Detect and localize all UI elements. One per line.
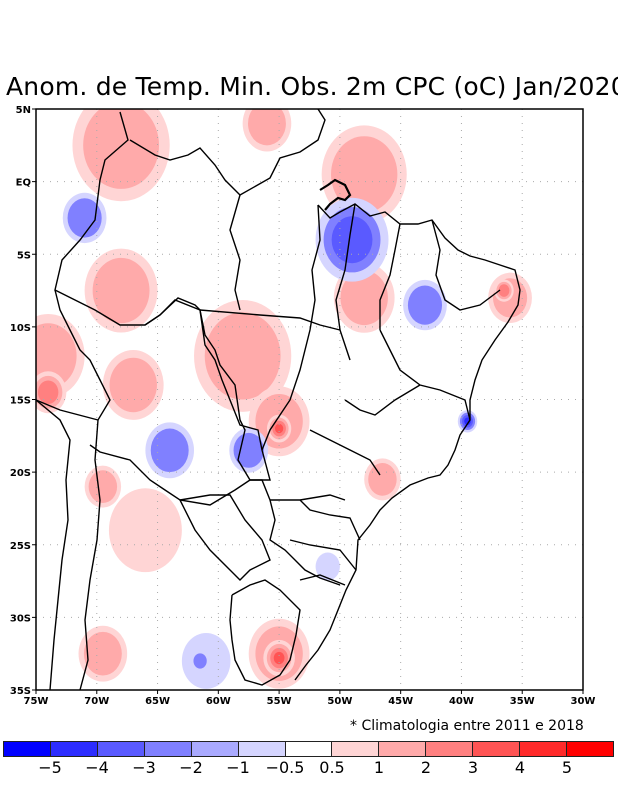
- colorbar-label: −1: [226, 758, 250, 777]
- y-tick-label: EQ: [16, 178, 31, 189]
- y-tick-label: 30S: [10, 613, 31, 624]
- brazil-coast: [294, 203, 521, 681]
- y-tick-label: 35S: [10, 686, 31, 697]
- x-tick-label: 65W: [145, 696, 170, 707]
- colorbar-swatch: [238, 742, 286, 756]
- anomaly-patch: [247, 109, 286, 146]
- y-tick-label: 10S: [10, 323, 31, 334]
- anomaly-patch: [498, 284, 510, 297]
- y-tick-label: 25S: [10, 541, 31, 552]
- colorbar-swatch: [285, 742, 333, 756]
- colorbar-swatch: [567, 742, 613, 756]
- anomaly-patch: [407, 285, 443, 325]
- x-tick-label: 50W: [327, 696, 352, 707]
- colorbar-label: −0.5: [265, 758, 305, 777]
- anomaly-patch: [233, 432, 264, 468]
- colorbar-swatch: [379, 742, 427, 756]
- colorbar-swatch: [97, 742, 145, 756]
- colorbar-label: −2: [179, 758, 203, 777]
- x-tick-label: 35W: [510, 696, 535, 707]
- colorbar-label: 1: [373, 758, 385, 777]
- anomaly-patch: [109, 357, 157, 413]
- x-tick-label: 70W: [84, 696, 109, 707]
- anomaly-patch: [108, 488, 182, 573]
- anomaly-patch: [88, 470, 118, 504]
- anomaly-patch: [204, 312, 281, 400]
- anomaly-patch: [368, 463, 397, 496]
- anomaly-patch: [193, 653, 207, 669]
- delta-coast: [319, 178, 352, 211]
- y-tick-label: 5N: [16, 105, 31, 116]
- peru-border: [36, 289, 111, 421]
- colorbar-label: 4: [514, 758, 526, 777]
- colorbar-label: 3: [467, 758, 479, 777]
- anomaly-patch: [274, 423, 284, 434]
- colorbar-label: −5: [38, 758, 62, 777]
- chile-coast: [36, 399, 71, 690]
- colorbar-swatch: [144, 742, 192, 756]
- anomaly-patch: [67, 198, 102, 238]
- colorbar-swatch: [191, 742, 239, 756]
- country-borders: [36, 109, 521, 690]
- anomaly-patch: [340, 270, 388, 326]
- x-tick-label: 40W: [449, 696, 474, 707]
- colorbar-swatch: [520, 742, 568, 756]
- colorbar-swatch: [426, 742, 474, 756]
- anomaly-patch: [150, 428, 189, 473]
- anomaly-patch: [37, 380, 59, 404]
- colorbar-swatch: [473, 742, 521, 756]
- x-tick-label: 60W: [206, 696, 231, 707]
- climatology-note: * Climatologia entre 2011 e 2018: [350, 718, 584, 734]
- anomaly-patch: [92, 257, 150, 324]
- colorbar: [3, 741, 614, 757]
- venezuela-guyana-border: [129, 109, 326, 196]
- colorbar-swatch: [50, 742, 98, 756]
- map-title: Anom. de Temp. Min. Obs. 2m CPC (oC) Jan…: [6, 72, 618, 101]
- chile-argentina-border: [79, 419, 101, 690]
- anomaly-patch: [273, 651, 285, 665]
- anomaly-patch: [83, 631, 122, 676]
- colorbar-swatch: [4, 742, 51, 756]
- anomaly-patch: [331, 216, 373, 264]
- x-tick-label: 45W: [388, 696, 413, 707]
- uruguay-border: [229, 579, 301, 686]
- x-tick-label: 55W: [267, 696, 292, 707]
- y-tick-label: 5S: [17, 250, 31, 261]
- colorbar-label: 2: [420, 758, 432, 777]
- colorbar-label: 0.5: [319, 758, 345, 777]
- y-tick-label: 15S: [10, 396, 31, 407]
- colorbar-swatch: [332, 742, 380, 756]
- brazil-west-border: [54, 111, 341, 586]
- y-tick-label: 20S: [10, 468, 31, 479]
- state-borders: [199, 194, 501, 586]
- colorbar-label: 5: [561, 758, 573, 777]
- anomaly-patch: [331, 136, 398, 213]
- x-tick-label: 30W: [571, 696, 596, 707]
- x-tick-label: 75W: [24, 696, 49, 707]
- colorbar-label: −4: [85, 758, 109, 777]
- paraguay-border: [179, 494, 271, 581]
- colorbar-label: −3: [132, 758, 156, 777]
- anomaly-patch: [315, 552, 340, 581]
